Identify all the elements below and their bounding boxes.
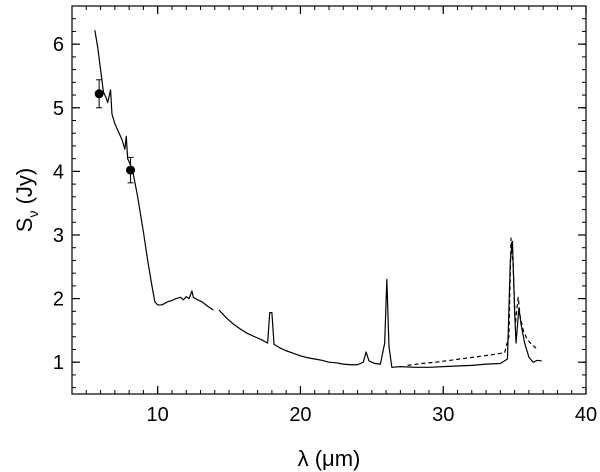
y-axis-label-subscript: ν — [25, 211, 41, 218]
y-axis-label-unit: (Jy) — [12, 168, 37, 211]
x-tick-label: 40 — [575, 404, 597, 426]
y-axis-label-main: S — [12, 218, 37, 233]
solid-series-line-1 — [218, 240, 542, 368]
x-tick-label: 20 — [289, 404, 311, 426]
data-point — [126, 165, 136, 175]
solid-series-line-0 — [94, 30, 214, 311]
y-tick-label: 4 — [53, 161, 64, 183]
x-tick-label: 10 — [147, 404, 169, 426]
data-point — [94, 89, 104, 99]
y-tick-label: 5 — [53, 98, 64, 120]
x-tick-label: 30 — [432, 404, 454, 426]
major-ticks — [72, 6, 587, 394]
tick-labels: 10 20 30 40 1 2 3 4 5 6 — [53, 34, 597, 426]
y-axis-label: Sν (Jy) — [12, 168, 41, 232]
series-layer — [94, 30, 542, 368]
y-tick-label: 2 — [53, 289, 64, 311]
points-layer — [94, 79, 136, 184]
x-axis-label: λ (μm) — [298, 446, 361, 471]
y-tick-label: 6 — [53, 34, 64, 56]
y-tick-label: 1 — [53, 352, 64, 374]
dashed-series-line-0 — [407, 237, 537, 366]
y-tick-label: 3 — [53, 225, 64, 247]
